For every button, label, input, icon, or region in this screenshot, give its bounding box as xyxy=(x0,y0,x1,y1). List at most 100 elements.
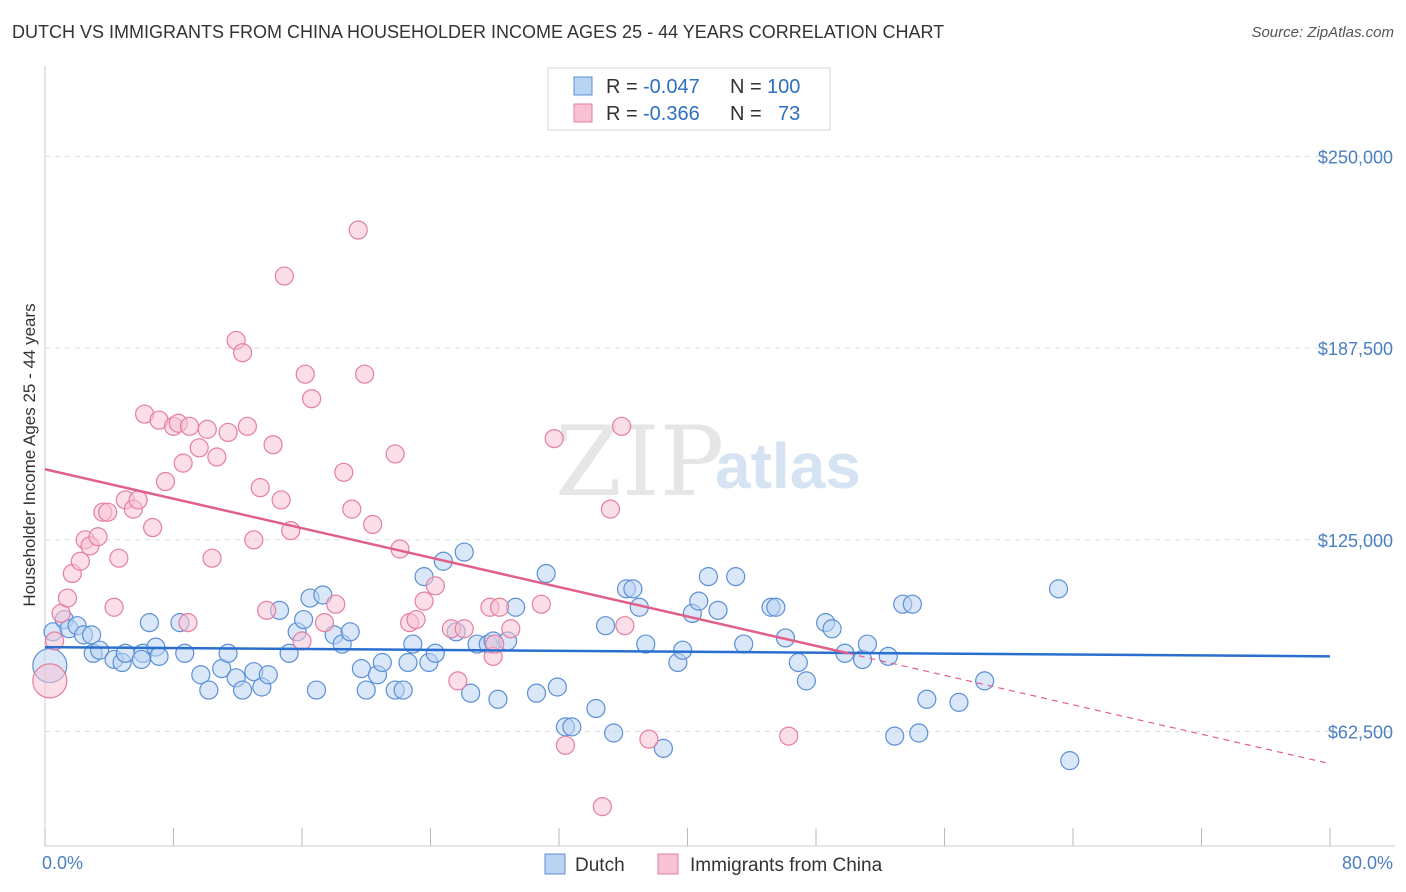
dutch-point xyxy=(454,542,474,562)
dutch-point xyxy=(673,640,693,660)
china-trend-line xyxy=(44,468,849,655)
dutch-point xyxy=(708,600,728,620)
dutch-point xyxy=(131,649,151,670)
dutch-point xyxy=(562,717,582,737)
stats-legend: R = -0.047 N = 100 R = -0.366 N = 73 xyxy=(547,67,831,131)
dutch-point xyxy=(199,680,219,700)
china-point xyxy=(489,597,510,617)
dutch-point xyxy=(398,652,418,673)
dutch-point xyxy=(636,634,656,654)
china-point xyxy=(104,597,124,617)
y-tick-label: $187,500 xyxy=(1318,339,1393,359)
china-point xyxy=(414,591,434,611)
china-point xyxy=(207,447,227,467)
china-point xyxy=(32,663,68,699)
china-point xyxy=(406,609,426,630)
dutch-point xyxy=(822,619,842,639)
dutch-point xyxy=(356,680,376,700)
china-point xyxy=(197,419,217,439)
china-point xyxy=(237,416,257,436)
dutch-point xyxy=(488,689,508,709)
y-tick-label: $250,000 xyxy=(1318,147,1393,167)
dutch-point xyxy=(796,671,816,691)
x-tick-label: 0.0% xyxy=(42,853,83,873)
dutch-point xyxy=(917,689,937,709)
legend-dutch-swatch xyxy=(544,853,566,875)
china-point xyxy=(600,499,621,519)
china-point xyxy=(334,462,354,482)
watermark-atlas: atlas xyxy=(715,430,861,502)
gridlines xyxy=(45,155,1395,732)
trend-lines xyxy=(44,468,1331,765)
legend-china-label: Immigrants from China xyxy=(690,855,883,876)
legend-dutch-label: Dutch xyxy=(575,855,625,876)
dutch-point xyxy=(149,646,169,666)
dutch-point xyxy=(949,692,969,712)
china-point xyxy=(425,576,445,596)
x-tick-label: 80.0% xyxy=(1342,853,1393,873)
china-point xyxy=(454,619,474,639)
china-point xyxy=(57,588,78,608)
watermark-zip: ZIP xyxy=(555,406,724,518)
china-point xyxy=(531,594,551,614)
dutch-point xyxy=(726,567,746,587)
dutch-point xyxy=(734,634,754,654)
series-legend: Dutch Immigrants from China xyxy=(544,853,883,876)
dutch-point xyxy=(698,567,718,587)
china-point xyxy=(274,266,294,286)
dutch-point xyxy=(878,646,898,666)
dutch-point xyxy=(857,634,878,654)
dutch-point xyxy=(653,738,674,758)
dutch-point xyxy=(975,671,995,691)
china-point xyxy=(257,600,277,620)
y-tick-label: $125,000 xyxy=(1318,531,1393,551)
china-point xyxy=(385,444,405,464)
dutch-legend-swatch xyxy=(573,76,593,96)
dutch-point xyxy=(595,616,616,636)
dutch-point xyxy=(604,723,624,743)
dutch-point xyxy=(766,597,786,617)
chart-source: Source: ZipAtlas.com xyxy=(1251,24,1394,41)
china-trend-extension xyxy=(847,652,1331,765)
legend-n-value-dutch: 100 xyxy=(767,76,800,98)
china-point xyxy=(155,471,176,492)
china-points xyxy=(32,220,799,817)
china-point xyxy=(271,490,291,510)
china-point xyxy=(342,499,362,519)
dutch-point xyxy=(218,643,238,663)
dutch-point xyxy=(294,609,314,630)
china-point xyxy=(612,416,632,436)
china-point xyxy=(363,514,383,535)
dutch-point xyxy=(526,683,547,703)
legend-n-label-china: N = xyxy=(730,103,762,125)
watermark: ZIP atlas xyxy=(555,406,861,518)
dutch-point xyxy=(902,594,922,614)
china-point xyxy=(244,530,264,550)
dutch-trend-line xyxy=(44,645,1331,658)
legend-r-value-china: -0.366 xyxy=(643,103,700,125)
china-point xyxy=(178,613,198,633)
china-point xyxy=(143,517,163,538)
china-point xyxy=(109,548,129,568)
dutch-point xyxy=(1048,579,1069,599)
china-point xyxy=(295,364,315,384)
dutch-point xyxy=(139,613,160,633)
dutch-point xyxy=(340,622,360,642)
legend-china-swatch xyxy=(657,853,679,875)
dutch-point xyxy=(232,680,253,700)
china-point xyxy=(98,502,118,522)
stats-legend-box xyxy=(547,67,831,131)
dutch-point xyxy=(547,677,567,697)
legend-r-value-dutch: -0.047 xyxy=(643,76,700,98)
dutch-point xyxy=(372,652,392,673)
china-point xyxy=(615,616,635,636)
china-point xyxy=(355,364,375,384)
china-point xyxy=(70,551,90,571)
dutch-point xyxy=(506,597,526,617)
legend-r-label-china: R = xyxy=(606,103,638,125)
china-point xyxy=(448,671,468,691)
china-point xyxy=(232,343,253,363)
china-point xyxy=(314,613,335,633)
dutch-point xyxy=(191,665,211,685)
